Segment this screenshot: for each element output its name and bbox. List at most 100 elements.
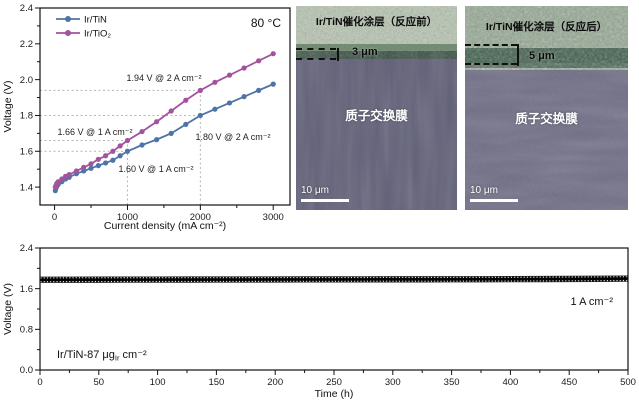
x-tick-label: 2000 — [190, 212, 211, 223]
x-tick-label: 300 — [385, 377, 401, 388]
data-point — [117, 153, 123, 159]
thickness-dash-bottom — [465, 63, 517, 65]
data-point — [124, 137, 131, 144]
x-tick-label: 0 — [52, 212, 57, 223]
sem-after-title: Ir/TiN催化涂层（反应后） — [485, 21, 608, 33]
voltage-trace — [39, 277, 629, 282]
data-point — [154, 137, 160, 143]
scale-bar-line — [301, 199, 349, 202]
y-tick-label: 2.4 — [20, 3, 33, 14]
y-tick-label: 2.0 — [20, 75, 33, 86]
data-point — [168, 108, 174, 114]
thickness-dash-top — [465, 44, 517, 46]
thickness-bracket — [517, 44, 519, 66]
x-tick-label: 450 — [561, 377, 577, 388]
x-tick-label: 1000 — [117, 212, 138, 223]
sem-image-after-reaction: Ir/TiN催化涂层（反应后） 5 μm 质子交换膜 10 μm — [465, 6, 628, 210]
y-tick-label: 0.8 — [20, 325, 33, 336]
sem-before-title: Ir/TiN催化涂层（反应前） — [315, 16, 438, 28]
x-tick-label: 3000 — [263, 212, 284, 223]
data-point — [183, 121, 189, 128]
data-point — [66, 171, 72, 178]
data-point — [226, 100, 233, 106]
y-tick-label: 0.0 — [20, 365, 33, 376]
x-tick-label: 150 — [208, 377, 224, 388]
x-tick-label: 350 — [444, 377, 460, 388]
y-tick-label: 1.6 — [20, 284, 33, 295]
data-point — [59, 176, 65, 182]
annotation-label: 1.94 V @ 2 A cm⁻² — [127, 73, 202, 83]
data-point — [197, 112, 203, 119]
data-point — [270, 51, 276, 57]
data-point — [139, 142, 145, 148]
data-point — [241, 94, 247, 100]
legend-label: Ir/TiO₂ — [84, 29, 111, 40]
scale-bar-after: 10 μm — [470, 185, 518, 202]
annotation-label: 1.60 V @ 1 A cm⁻² — [119, 164, 194, 174]
data-point — [81, 164, 87, 170]
data-point — [55, 179, 61, 185]
thickness-dash-top — [296, 48, 336, 50]
legend-marker — [65, 30, 71, 36]
x-axis-title: Current density (mA cm⁻²) — [104, 220, 226, 232]
y-tick-label: 1.4 — [20, 182, 33, 193]
axis-box — [39, 7, 291, 206]
data-point — [102, 153, 109, 159]
data-point — [95, 163, 101, 169]
current-density-label: 1 A cm⁻² — [571, 296, 614, 308]
annotation-label: 1.80 V @ 2 A cm⁻² — [196, 132, 271, 142]
sem-after-texture — [465, 6, 628, 210]
legend-marker — [65, 16, 71, 22]
membrane-label-before: 质子交换膜 — [345, 109, 408, 123]
data-point — [183, 97, 189, 103]
data-point — [88, 165, 94, 171]
data-point — [95, 156, 101, 162]
y-tick-label: 1.6 — [20, 146, 33, 157]
thickness-bracket — [337, 48, 339, 61]
sem-image-before-reaction: Ir/TiN催化涂层（反应前） 3 μm 质子交换膜 10 μm — [296, 6, 457, 210]
thickness-label-after: 5 μm — [529, 50, 555, 62]
data-point — [212, 79, 218, 85]
temperature-label: 80 °C — [251, 16, 281, 30]
x-axis-title: Time (h) — [315, 388, 354, 400]
data-point — [270, 81, 276, 87]
sem-before-texture — [296, 6, 457, 210]
data-point — [124, 148, 131, 154]
thickness-label-before: 3 μm — [352, 46, 378, 58]
x-tick-label: 500 — [620, 377, 636, 388]
x-tick-label: 50 — [94, 377, 105, 388]
data-point — [139, 128, 145, 135]
x-tick-label: 400 — [502, 377, 518, 388]
data-point — [110, 157, 116, 163]
y-tick-label: 1.8 — [20, 111, 33, 122]
y-tick-label: 2.2 — [20, 39, 33, 50]
y-axis-title: Voltage (V) — [2, 81, 14, 133]
data-point — [226, 72, 233, 78]
data-point — [88, 161, 94, 167]
polarization-chart: 0 1000 2000 3000 1.4 1.6 1.8 2.0 2.2 2.4 Current d… — [2, 3, 291, 232]
data-point — [256, 58, 262, 64]
data-point — [102, 160, 109, 166]
y-tick-label: 2.4 — [20, 243, 33, 254]
data-point — [168, 130, 174, 136]
scale-bar-label: 10 μm — [470, 185, 498, 196]
scale-bar-label: 10 μm — [301, 185, 329, 196]
x-tick-label: 250 — [326, 377, 342, 388]
data-point — [197, 87, 203, 93]
x-tick-label: 100 — [150, 377, 166, 388]
data-point — [81, 168, 87, 174]
scale-bar-line — [470, 199, 518, 202]
x-tick-label: 0 — [37, 377, 42, 388]
thickness-dash-bottom — [296, 58, 336, 60]
data-point — [110, 148, 116, 154]
data-point — [117, 143, 123, 149]
stability-chart: 0 50 100 150 200 250 300 350 400 450 500 0.0 0.8 1.6 2… — [2, 243, 636, 400]
legend-label: Ir/TiN — [84, 15, 107, 26]
data-point — [73, 168, 80, 174]
data-point — [241, 65, 247, 71]
annotation-label: 1.66 V @ 1 A cm⁻² — [58, 127, 133, 137]
data-point — [212, 106, 218, 112]
y-axis-title: Voltage (V) — [2, 283, 14, 335]
scale-bar-before: 10 μm — [301, 185, 349, 202]
data-point — [256, 87, 262, 93]
